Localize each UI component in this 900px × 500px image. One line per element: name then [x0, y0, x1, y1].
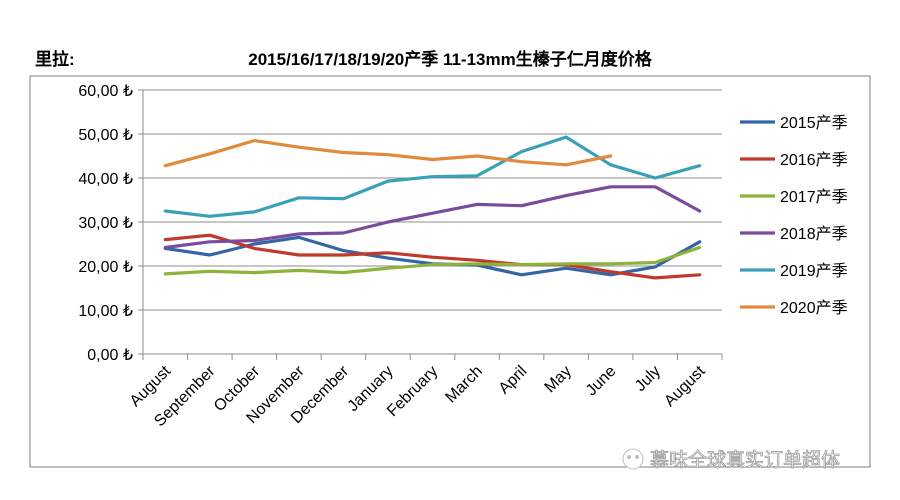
x-tick-label: March	[442, 363, 485, 406]
legend: 2015产季 2016产季 2017产季 2018产季 2019产季 2020产季	[740, 114, 848, 317]
chart-title: 2015/16/17/18/19/20产季 11-13mm生榛子仁月度价格	[248, 49, 652, 69]
y-tick-label: 30,00 ₺	[78, 215, 133, 232]
series-line	[163, 139, 613, 168]
series-line	[163, 245, 702, 276]
watermark-text: 慕味全球真实订单超体	[650, 449, 840, 471]
legend-label: 2016产季	[780, 151, 848, 169]
y-tick-label: 20,00 ₺	[78, 259, 133, 276]
x-axis: AugustSeptemberOctoberNovemberDecemberJa…	[127, 353, 723, 430]
legend-label: 2020产季	[780, 299, 848, 317]
x-tick-label: May	[542, 363, 575, 396]
y-tick-label: 10,00 ₺	[78, 303, 133, 320]
series-line	[163, 185, 702, 250]
legend-label: 2019产季	[780, 262, 848, 280]
series-lines	[163, 135, 702, 280]
series-line	[163, 233, 702, 280]
currency-unit-label: 里拉:	[35, 49, 75, 69]
y-tick-label: 40,00 ₺	[78, 171, 133, 188]
wechat-icon-eye-right	[635, 455, 639, 459]
y-tick-label: 50,00 ₺	[78, 127, 133, 144]
x-tick-label: August	[661, 362, 709, 410]
legend-label: 2015产季	[780, 114, 848, 132]
wechat-icon-eye-left	[627, 455, 631, 459]
x-tick-label: July	[632, 363, 664, 395]
legend-label: 2018产季	[780, 225, 848, 243]
x-tick-label: June	[583, 363, 620, 400]
y-axis: 0,00 ₺ 10,00 ₺ 20,00 ₺ 30,00 ₺ 40,00 ₺ 50,00 …	[78, 83, 144, 364]
gridlines	[143, 89, 722, 355]
series-line	[163, 135, 702, 218]
chart-border	[29, 75, 871, 468]
y-tick-label: 60,00 ₺	[78, 83, 133, 100]
watermark: 慕味全球真实订单超体	[622, 448, 840, 471]
legend-label: 2017产季	[780, 188, 848, 206]
y-tick-label: 0,00 ₺	[87, 347, 133, 364]
x-tick-label: April	[496, 363, 531, 398]
wechat-icon	[622, 448, 644, 470]
